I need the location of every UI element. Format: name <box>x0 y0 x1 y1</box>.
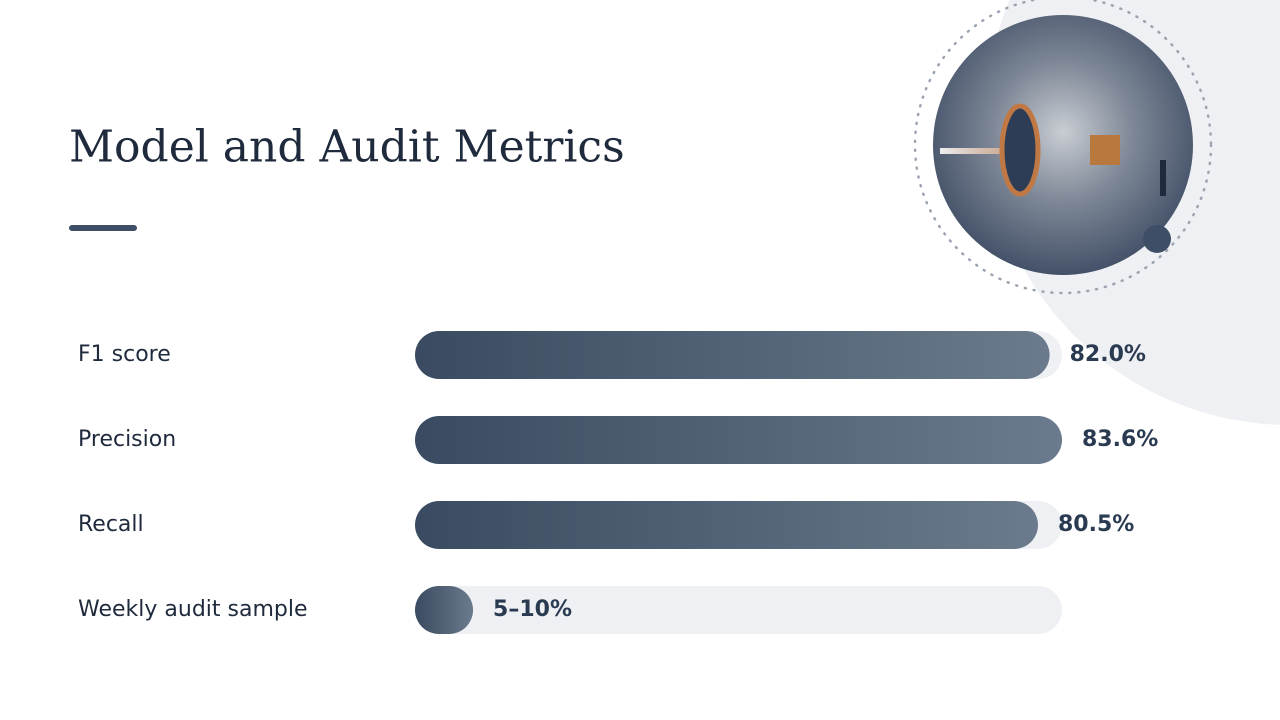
value-label: 5–10% <box>493 597 572 622</box>
chart-title: Model and Audit Metrics <box>69 122 625 173</box>
category-label: Recall <box>78 512 144 537</box>
dotted-ring <box>913 0 1213 295</box>
illustration-cube <box>1090 135 1120 165</box>
illustration-beam <box>940 148 1030 154</box>
bar <box>415 501 1039 549</box>
category-label: Weekly audit sample <box>78 597 308 622</box>
bar <box>415 331 1050 379</box>
title-accent <box>69 225 137 231</box>
bar-track <box>415 586 1062 634</box>
illustration <box>933 15 1193 275</box>
value-label: 82.0% <box>1070 342 1146 367</box>
accent-dot <box>1143 225 1171 253</box>
illustration-ring <box>999 103 1041 197</box>
bar <box>415 416 1062 464</box>
category-label: F1 score <box>78 342 171 367</box>
category-label: Precision <box>78 427 176 452</box>
illustration-figure <box>1160 160 1166 196</box>
value-label: 80.5% <box>1058 512 1134 537</box>
value-label: 83.6% <box>1082 427 1158 452</box>
bar <box>415 586 474 634</box>
